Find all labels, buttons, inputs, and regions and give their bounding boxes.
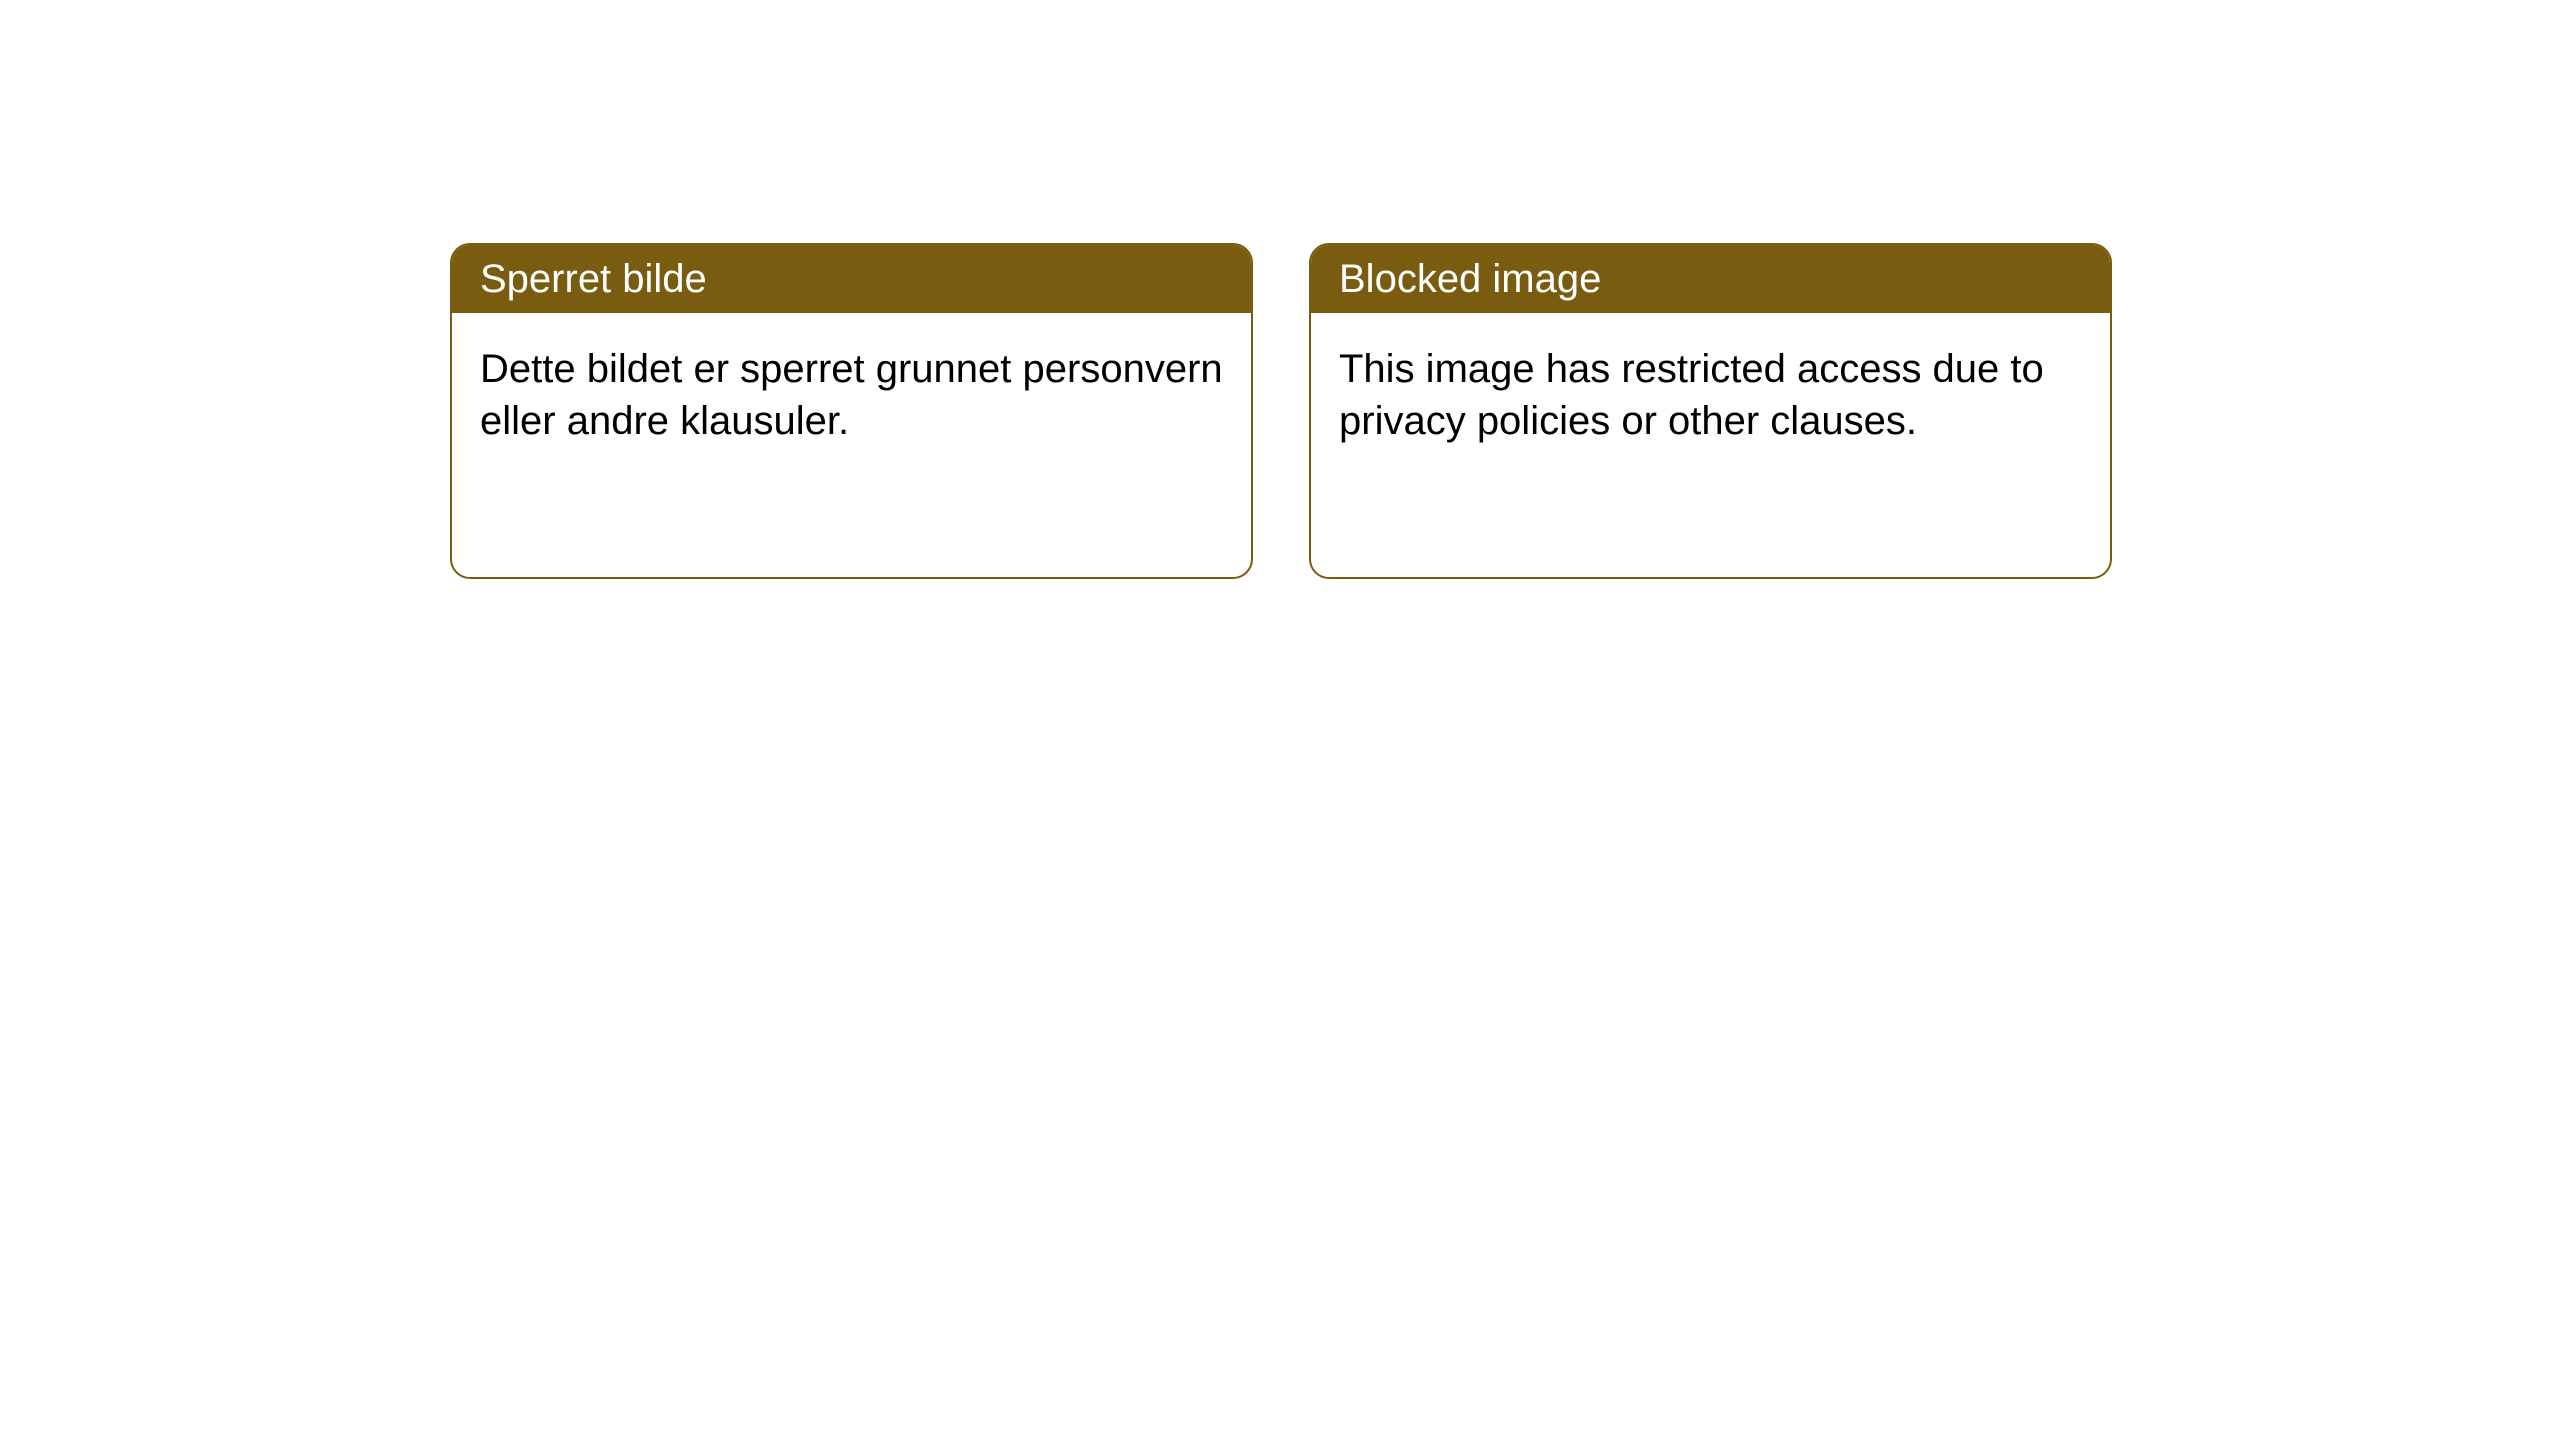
notice-card-norwegian: Sperret bilde Dette bildet er sperret gr… xyxy=(450,243,1253,579)
notice-header-norwegian: Sperret bilde xyxy=(452,245,1251,313)
notice-header-english: Blocked image xyxy=(1311,245,2110,313)
notice-body-english: This image has restricted access due to … xyxy=(1311,313,2110,477)
notice-container: Sperret bilde Dette bildet er sperret gr… xyxy=(0,0,2560,579)
notice-card-english: Blocked image This image has restricted … xyxy=(1309,243,2112,579)
notice-body-norwegian: Dette bildet er sperret grunnet personve… xyxy=(452,313,1251,477)
